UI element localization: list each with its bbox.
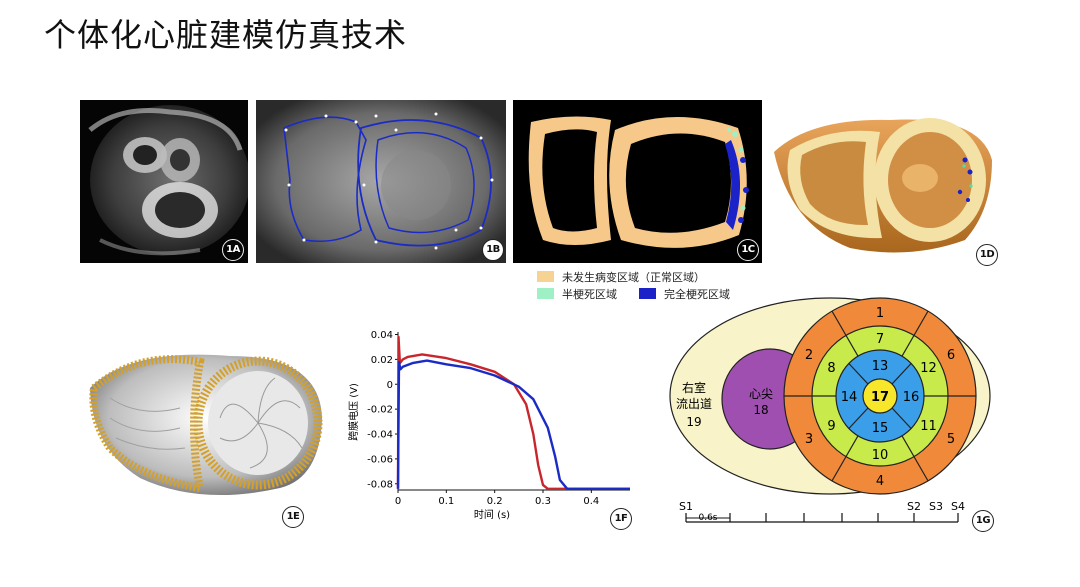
infarct-map-image: [513, 100, 762, 263]
panel-1c-infarct-map: 1C: [513, 100, 762, 263]
x-tick-label-0: 0: [395, 496, 401, 507]
ring-apex: [862, 378, 898, 414]
x-tick-label-3: 0.3: [535, 496, 551, 507]
mri-image: [80, 100, 248, 263]
segment-label-6: 6: [947, 348, 955, 363]
timeline-marker-S1: S1: [679, 500, 693, 513]
divider-inner-3: [848, 363, 869, 385]
y-tick-label-3: -0.02: [367, 405, 393, 416]
divider-outer-0: [901, 310, 929, 357]
chart-xlabel: 时间 (s): [474, 508, 510, 521]
panel-1f-chart: 0.04 0.02 0 -0.02 -0.04 -0.06 -0.08 0 0.1 0.2 0.3 0…: [340, 322, 640, 532]
fiber-model-image: [89, 354, 323, 496]
action-potential-chart: 0.040.020-0.02-0.04-0.06-0.080 0.1 0.2 0.3 0…: [347, 330, 630, 521]
rvot-label-line2: 流出道: [676, 397, 712, 411]
panel-label-1g: 1G: [972, 510, 994, 532]
series-line-1: [396, 335, 630, 490]
segment-label-14: 14: [841, 390, 858, 405]
segmentation-image: [256, 100, 506, 263]
divider-inner-0: [891, 363, 912, 385]
segment-label-12: 12: [920, 361, 937, 376]
timeline-marker-S2: S2: [907, 500, 921, 513]
segment-label-5: 5: [947, 432, 955, 447]
panel-label-1b: 1B: [482, 239, 504, 261]
divider-outer-3: [831, 435, 859, 482]
legend-full-label: 完全梗死区域: [664, 287, 730, 301]
bullseye-diagram: 1234567891011121314151617心尖18右室流出道190.6s…: [669, 297, 991, 523]
segment-label-16: 16: [903, 390, 920, 405]
legend-semi: 半梗死区域: [537, 286, 617, 302]
divider-inner-2: [848, 407, 869, 429]
segment-label-7: 7: [876, 332, 884, 347]
panel-1e-fiber-model: 1E: [80, 328, 330, 538]
divider-outer-2: [901, 435, 929, 482]
rvot-label-line1: 右室: [682, 380, 706, 395]
legend-semi-swatch: [537, 288, 554, 299]
panel-1a-mri: 1A: [80, 100, 248, 263]
segment-label-3: 3: [805, 432, 813, 447]
segment-label-15: 15: [872, 421, 889, 436]
divider-outer-5: [831, 310, 859, 357]
y-tick-label-2: 0: [387, 380, 393, 391]
page-title: 个体化心脏建模仿真技术: [44, 16, 408, 54]
legend-normal-label: 未发生病变区域（正常区域）: [562, 270, 705, 284]
apex-label-number: 18: [753, 403, 768, 417]
timeline-marker-S3: S3: [929, 500, 943, 513]
timeline-marker-S4: S4: [951, 500, 965, 513]
x-tick-label-2: 0.2: [487, 496, 503, 507]
panel-label-1d: 1D: [976, 244, 998, 266]
panel-label-1e: 1E: [282, 506, 304, 528]
divider-inner-1: [891, 407, 912, 429]
segment-label-1: 1: [876, 306, 884, 321]
panel-1d-3d-model: 1D: [770, 100, 1005, 270]
legend-normal: 未发生病变区域（正常区域）: [537, 269, 705, 285]
panel-1b-segmentation: 1B: [256, 100, 506, 263]
panel-label-1c: 1C: [737, 239, 759, 261]
panel-label-1f: 1F: [610, 508, 632, 530]
y-tick-label-4: -0.04: [367, 430, 393, 441]
series-line-2: [396, 359, 630, 490]
tissue-legend: 未发生病变区域（正常区域） 半梗死区域 完全梗死区域: [537, 268, 752, 302]
y-tick-label-0: 0.04: [371, 330, 393, 341]
legend-full: 完全梗死区域: [639, 286, 730, 302]
segment-label-9: 9: [827, 419, 835, 434]
segment-label-10: 10: [872, 448, 889, 463]
y-tick-label-1: 0.02: [371, 355, 393, 366]
x-tick-label-4: 0.4: [583, 496, 599, 507]
apex-label-name: 心尖: [749, 387, 773, 401]
legend-semi-label: 半梗死区域: [562, 287, 617, 301]
heart-3d-image: [774, 118, 992, 253]
segment-label-2: 2: [805, 348, 813, 363]
y-tick-label-5: -0.06: [367, 454, 393, 465]
panel-label-1a: 1A: [222, 239, 244, 261]
segment-label-11: 11: [920, 419, 937, 434]
segment-label-13: 13: [872, 359, 889, 374]
panel-1g-bullseye: 1 2 3 4 5 6 7 8 9 10 11 12 13 14 15 16 17 心尖 18 右室 流出道 19 0.6s…: [660, 296, 1010, 541]
legend-full-swatch: [639, 288, 656, 299]
legend-normal-swatch: [537, 271, 554, 282]
chart-series: [396, 335, 630, 490]
chart-ylabel: 跨膜电压 (V): [347, 383, 360, 441]
segment-label-8: 8: [827, 361, 835, 376]
segment-label-4: 4: [876, 474, 884, 489]
segment-label-17: 17: [871, 390, 889, 405]
timeline-scale-label: 0.6s: [698, 513, 717, 523]
rvot-label-number: 19: [686, 415, 701, 429]
x-tick-label-1: 0.1: [438, 496, 454, 507]
y-tick-label-6: -0.08: [367, 479, 393, 490]
